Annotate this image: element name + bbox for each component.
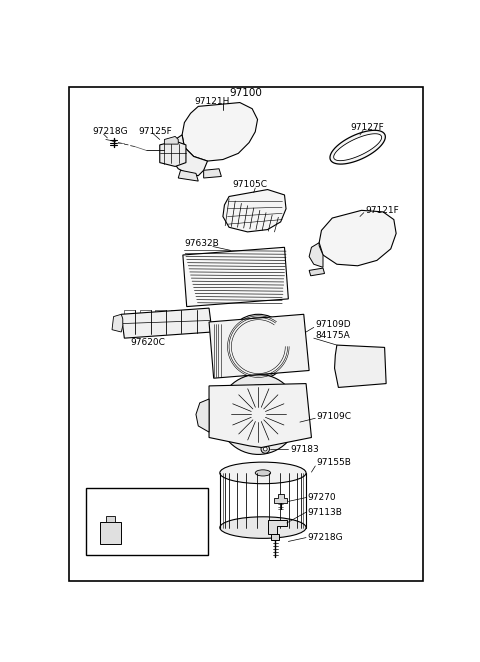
- Bar: [155, 322, 166, 330]
- Circle shape: [172, 140, 176, 144]
- Bar: [207, 149, 220, 154]
- Text: 97270: 97270: [308, 493, 336, 502]
- Ellipse shape: [220, 517, 306, 538]
- Bar: [191, 141, 203, 146]
- Text: 97109C: 97109C: [317, 412, 352, 421]
- Text: 97127F: 97127F: [350, 122, 384, 132]
- Polygon shape: [209, 314, 309, 378]
- Bar: [348, 240, 361, 246]
- Bar: [329, 222, 343, 228]
- Bar: [191, 118, 203, 123]
- Text: 97218G: 97218G: [308, 533, 343, 542]
- Circle shape: [261, 445, 269, 453]
- Text: AIR CON): AIR CON): [126, 504, 168, 514]
- Bar: [124, 322, 135, 330]
- Polygon shape: [106, 516, 115, 522]
- Bar: [348, 222, 361, 228]
- Polygon shape: [170, 135, 207, 175]
- Circle shape: [237, 325, 280, 368]
- Bar: [366, 240, 380, 246]
- Bar: [207, 118, 220, 123]
- Bar: [140, 310, 151, 318]
- Bar: [348, 231, 361, 237]
- Bar: [140, 322, 151, 330]
- Polygon shape: [196, 399, 209, 432]
- Polygon shape: [271, 534, 279, 540]
- Bar: [170, 322, 181, 330]
- Polygon shape: [309, 243, 323, 267]
- Bar: [191, 133, 203, 139]
- Ellipse shape: [255, 470, 271, 476]
- Polygon shape: [160, 141, 186, 166]
- Bar: [186, 310, 197, 318]
- Bar: [191, 149, 203, 154]
- Bar: [366, 222, 380, 228]
- Circle shape: [218, 374, 299, 454]
- Circle shape: [229, 385, 288, 444]
- Text: 97113B: 97113B: [308, 508, 342, 516]
- Bar: [207, 141, 220, 146]
- Bar: [366, 250, 380, 256]
- Text: 97125F: 97125F: [138, 127, 172, 136]
- Circle shape: [254, 342, 263, 352]
- Bar: [170, 310, 181, 318]
- Bar: [225, 126, 237, 131]
- Circle shape: [264, 447, 267, 451]
- Polygon shape: [182, 103, 258, 161]
- Bar: [191, 126, 203, 131]
- Text: 97183: 97183: [290, 445, 319, 453]
- Bar: [86, 487, 207, 555]
- Text: 97121F: 97121F: [365, 206, 399, 215]
- Text: 97632B: 97632B: [185, 239, 219, 248]
- Text: 97620C: 97620C: [131, 338, 166, 348]
- Text: 97121H: 97121H: [194, 97, 230, 105]
- Bar: [329, 240, 343, 246]
- Polygon shape: [164, 136, 178, 144]
- Text: 97105C: 97105C: [232, 181, 267, 189]
- Circle shape: [252, 407, 265, 421]
- Bar: [329, 250, 343, 256]
- Text: 97218G: 97218G: [92, 127, 128, 136]
- Text: (W/FULL AUTO: (W/FULL AUTO: [114, 495, 179, 504]
- Bar: [124, 310, 135, 318]
- Polygon shape: [183, 248, 288, 307]
- Bar: [155, 310, 166, 318]
- Polygon shape: [100, 522, 121, 544]
- Text: 97100: 97100: [229, 87, 263, 97]
- Bar: [207, 126, 220, 131]
- Bar: [225, 118, 237, 123]
- Text: 84175A: 84175A: [315, 330, 350, 340]
- Polygon shape: [223, 189, 286, 232]
- Polygon shape: [204, 169, 221, 178]
- Polygon shape: [178, 170, 198, 181]
- Polygon shape: [275, 494, 287, 503]
- Polygon shape: [121, 308, 212, 338]
- Bar: [348, 250, 361, 256]
- Circle shape: [226, 314, 291, 379]
- Bar: [329, 231, 343, 237]
- Polygon shape: [335, 345, 386, 387]
- Bar: [366, 231, 380, 237]
- Ellipse shape: [220, 462, 306, 484]
- Circle shape: [166, 140, 169, 144]
- Text: 97155B: 97155B: [317, 458, 352, 467]
- Polygon shape: [334, 134, 382, 161]
- Polygon shape: [319, 211, 396, 265]
- Bar: [225, 133, 237, 139]
- Polygon shape: [112, 314, 123, 332]
- Bar: [186, 322, 197, 330]
- Text: 97109D: 97109D: [315, 320, 351, 329]
- Polygon shape: [330, 130, 385, 164]
- Polygon shape: [209, 383, 312, 448]
- Polygon shape: [267, 520, 287, 534]
- Text: 97176E: 97176E: [132, 522, 167, 532]
- Bar: [207, 133, 220, 139]
- Polygon shape: [309, 268, 324, 276]
